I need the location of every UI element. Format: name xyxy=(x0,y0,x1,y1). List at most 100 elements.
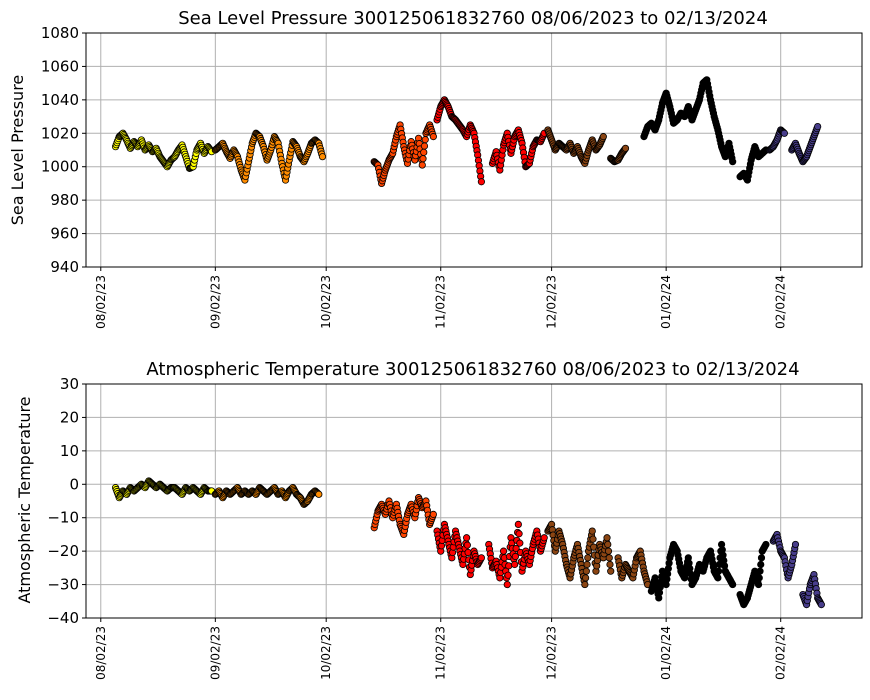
data-point xyxy=(621,144,630,152)
data-point xyxy=(515,530,523,538)
x-tick-label: 08/02/23 xyxy=(94,275,108,329)
data-point xyxy=(588,527,596,535)
data-point xyxy=(477,178,485,186)
series-group xyxy=(769,530,825,609)
y-tick-label: 940 xyxy=(50,258,79,276)
data-point xyxy=(584,554,592,562)
y-tick-label: 0 xyxy=(69,475,79,493)
data-point xyxy=(583,560,591,569)
data-point xyxy=(762,540,770,549)
series-group xyxy=(544,520,652,589)
data-point xyxy=(714,574,722,582)
data-point xyxy=(477,554,485,562)
data-point xyxy=(589,535,597,543)
data-point xyxy=(512,544,520,553)
x-tick-label: 08/02/23 xyxy=(94,626,108,680)
data-point xyxy=(511,560,519,569)
y-tick-label: 20 xyxy=(60,408,79,426)
y-tick-label: 1080 xyxy=(41,24,79,42)
data-point xyxy=(757,554,766,562)
series-group xyxy=(111,129,216,172)
data-point xyxy=(754,580,763,589)
series-group xyxy=(370,121,437,188)
data-point xyxy=(463,534,471,542)
data-point xyxy=(516,539,524,547)
data-point xyxy=(429,133,437,141)
data-point xyxy=(715,567,723,575)
plot-frame xyxy=(85,32,863,268)
data-point xyxy=(318,153,327,161)
y-ticks: −40 −30 −20 −10 0 10 20 30 xyxy=(47,375,86,627)
y-axis-label: Atmospheric Temperature xyxy=(15,396,34,603)
y-tick-label: −20 xyxy=(47,542,79,560)
data-point xyxy=(514,520,522,529)
y-axis-label: Sea Level Pressure xyxy=(8,75,27,226)
x-tick-label: 11/02/23 xyxy=(434,626,448,680)
series-group xyxy=(433,96,548,186)
chart-title: Atmospheric Temperature 300125061832760 … xyxy=(146,359,799,380)
y-tick-label: 980 xyxy=(50,191,79,209)
sea-level-pressure-chart: Sea Level Pressure 300125061832760 08/06… xyxy=(8,8,863,329)
series-group xyxy=(766,123,822,166)
series-group xyxy=(370,494,437,539)
data-point xyxy=(540,534,548,542)
series-group xyxy=(211,129,327,184)
y-tick-label: 960 xyxy=(50,225,79,243)
data-point xyxy=(463,541,471,549)
data-point xyxy=(780,129,789,137)
data-point xyxy=(604,547,613,555)
series-group xyxy=(111,477,216,502)
y-tick-label: −30 xyxy=(47,576,79,594)
data-point xyxy=(606,560,614,569)
data-point xyxy=(581,574,590,582)
data-point xyxy=(814,123,822,131)
x-tick-label: 10/02/23 xyxy=(319,275,333,329)
data-point xyxy=(605,554,613,562)
data-point xyxy=(504,571,512,579)
y-ticks: 940 960 980 1000 1020 1040 1060 1080 xyxy=(41,24,86,276)
y-tick-label: 1000 xyxy=(41,158,79,176)
data-point xyxy=(499,547,508,555)
plot-frame xyxy=(85,383,863,619)
data-point xyxy=(418,161,426,169)
data-point xyxy=(420,148,428,156)
x-tick-label: 02/02/24 xyxy=(774,626,788,680)
data-point xyxy=(511,552,519,561)
data-point xyxy=(581,580,589,589)
y-tick-label: 10 xyxy=(60,442,79,460)
series-group xyxy=(433,520,548,589)
series-group xyxy=(544,126,630,167)
data-point xyxy=(817,601,825,609)
y-tick-label: −10 xyxy=(47,509,79,527)
data-point xyxy=(419,155,427,163)
data-point xyxy=(429,510,437,518)
data-point xyxy=(607,567,615,575)
x-tick-label: 12/02/23 xyxy=(545,275,559,329)
data-point xyxy=(503,580,511,589)
x-tick-label: 11/02/23 xyxy=(434,275,448,329)
data-point xyxy=(791,540,800,549)
series-group xyxy=(211,484,323,508)
data-point xyxy=(604,540,612,549)
data-point xyxy=(729,158,737,166)
data-point xyxy=(505,562,513,570)
y-tick-label: 1020 xyxy=(41,124,79,142)
y-tick-label: 1060 xyxy=(41,57,79,75)
x-ticks: 08/02/23 09/02/23 10/02/23 11/02/23 12/02/23… xyxy=(94,618,788,680)
x-tick-label: 10/02/23 xyxy=(319,626,333,680)
x-tick-label: 09/02/23 xyxy=(208,626,222,680)
data-series xyxy=(111,477,825,609)
y-tick-label: 30 xyxy=(60,375,79,393)
x-ticks: 08/02/23 09/02/23 10/02/23 11/02/23 12/02/23… xyxy=(94,267,788,329)
data-point xyxy=(729,580,737,589)
x-tick-label: 09/02/23 xyxy=(208,275,222,329)
atmospheric-temperature-chart: Atmospheric Temperature 300125061832760 … xyxy=(15,359,863,680)
data-series xyxy=(111,76,822,188)
x-tick-label: 01/02/24 xyxy=(659,275,673,329)
y-tick-label: 1040 xyxy=(41,91,79,109)
data-point xyxy=(756,567,764,575)
x-tick-label: 12/02/23 xyxy=(545,626,559,680)
data-point xyxy=(755,574,763,582)
series-group xyxy=(647,540,770,609)
